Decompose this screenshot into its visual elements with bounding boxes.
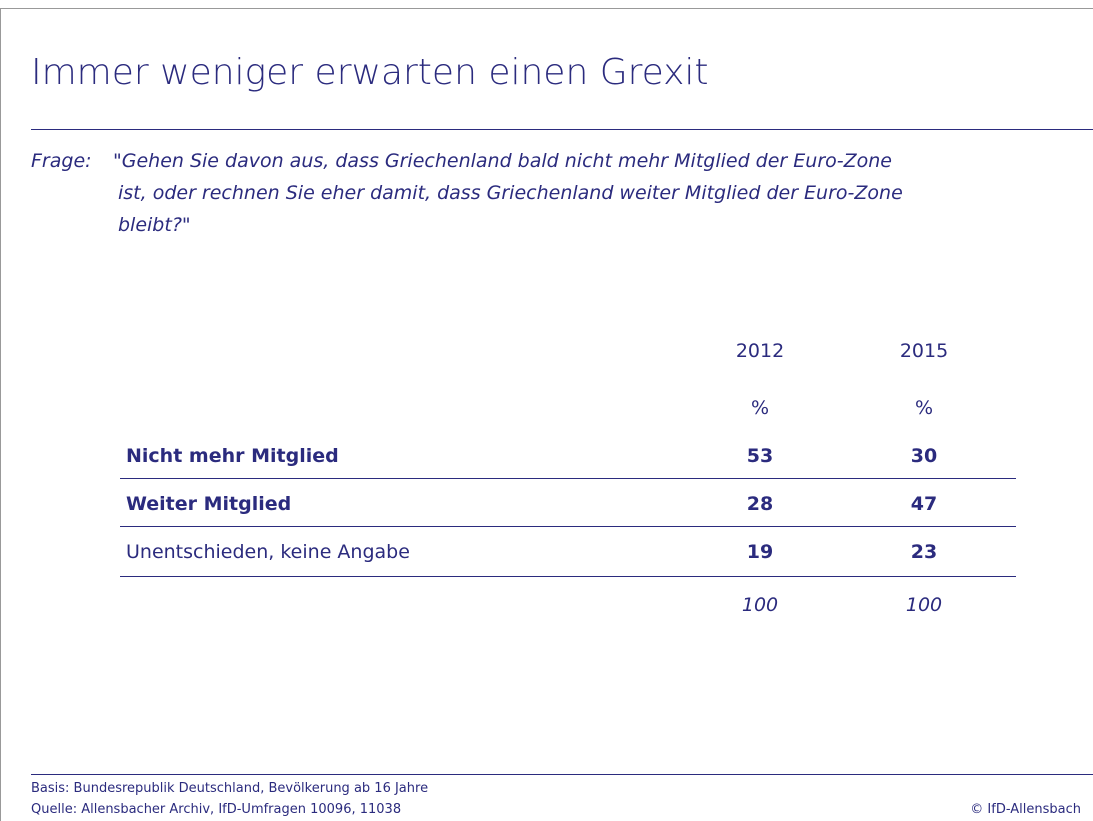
row-label: Nicht mehr Mitglied [126, 445, 339, 467]
unit: % [914, 397, 934, 419]
question-label: Frage: [31, 150, 92, 172]
question-line: bleibt?" [118, 214, 191, 236]
value: 23 [910, 541, 938, 563]
rule [31, 774, 1093, 775]
column-header: 2015 [899, 340, 949, 362]
value: 53 [746, 445, 774, 467]
row-label: Weiter Mitglied [126, 493, 292, 515]
value: 19 [746, 541, 774, 563]
row-rule [120, 576, 1016, 577]
source: Quelle: Allensbacher Archiv, IfD-Umfrage… [31, 802, 402, 817]
row-label: Unentschieden, keine Angabe [126, 541, 410, 563]
frame [0, 8, 1093, 821]
value: 30 [910, 445, 938, 467]
unit: % [750, 397, 770, 419]
question-line: "Gehen Sie davon aus, dass Griechenland … [113, 150, 892, 172]
value: 28 [746, 493, 774, 515]
basis: Basis: Bundesrepublik Deutschland, Bevöl… [31, 781, 429, 796]
copyright: © IfD-Allensbach [970, 802, 1081, 817]
value: 47 [910, 493, 938, 515]
total: 100 [741, 594, 779, 616]
question-line: ist, oder rechnen Sie eher damit, dass G… [118, 182, 903, 204]
total: 100 [905, 594, 943, 616]
rule [31, 129, 1093, 130]
title: Immer weniger erwarten einen Grexit [31, 52, 709, 93]
row-rule [120, 526, 1016, 527]
column-header: 2012 [735, 340, 785, 362]
row-rule [120, 478, 1016, 479]
